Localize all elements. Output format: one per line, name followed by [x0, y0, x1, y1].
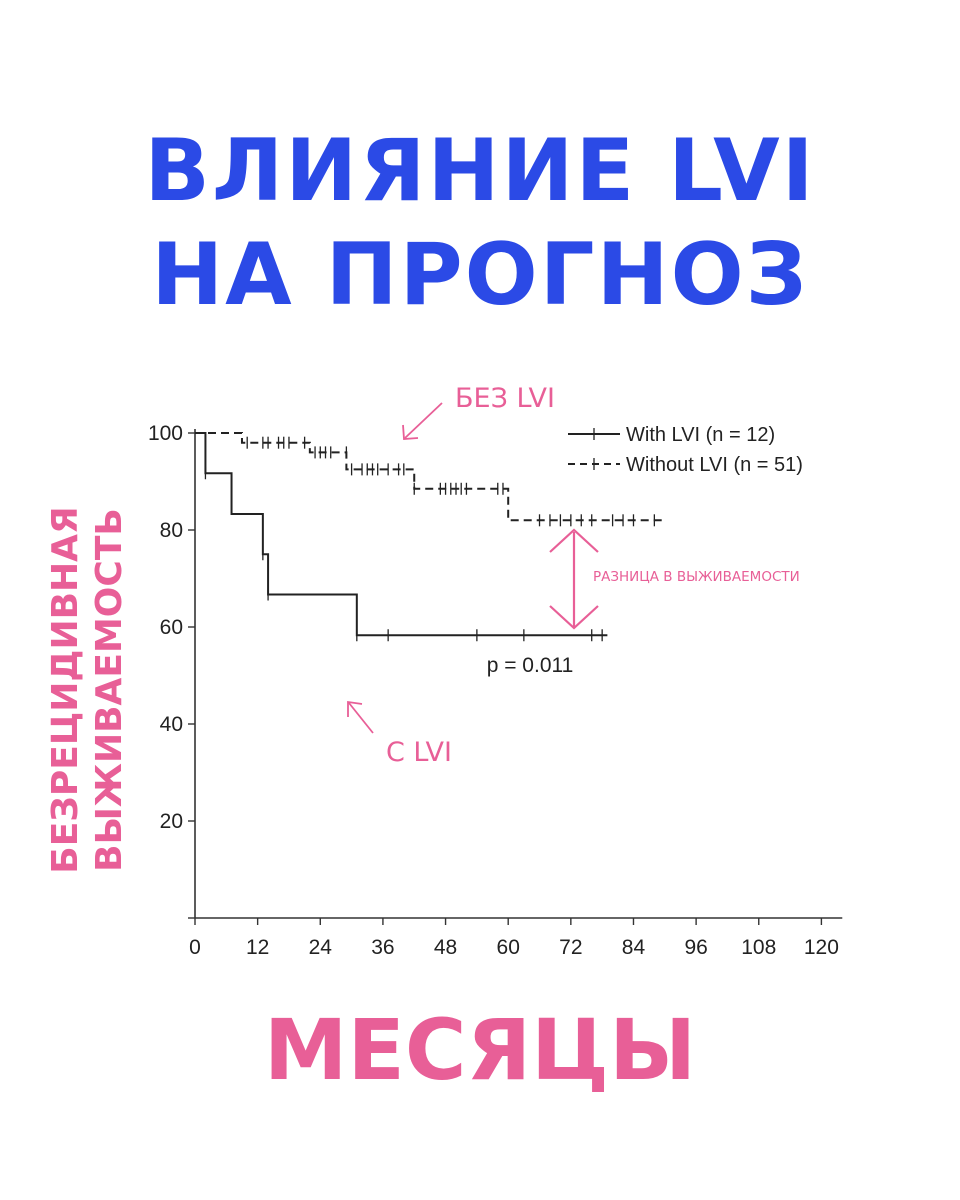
with-lvi-curve	[195, 432, 608, 637]
without-lvi-arrow	[404, 402, 443, 439]
x-tick-label: 96	[684, 936, 707, 959]
x-tick-label: 36	[371, 936, 394, 959]
y-tick-label: 100	[148, 422, 183, 445]
with-lvi-arrow	[348, 702, 374, 734]
y-tick-label: 20	[160, 810, 183, 833]
page-title-line-1: ВЛИЯНИЕ LVI	[144, 121, 816, 221]
page-title-line-2: НА ПРОГНОЗ	[151, 225, 809, 325]
difference-arrow-top-head	[549, 528, 599, 553]
x-tick-label: 60	[497, 936, 520, 959]
y-tick-label: 40	[160, 713, 183, 736]
annotation-layer: БЕЗ LVI С LVI РАЗНИЦА В ВЫЖИВАЕМОСТИ	[347, 383, 800, 768]
x-tick-label: 12	[246, 936, 269, 959]
x-tick-label: 120	[804, 936, 839, 959]
y-tick-label: 60	[160, 616, 183, 639]
with-lvi-arrow-head	[347, 700, 363, 717]
x-tick-label: 0	[189, 936, 201, 959]
without-lvi-arrow-head	[402, 424, 419, 440]
legend-entry-label: Without LVI (n = 51)	[626, 454, 803, 476]
x-axis-annotation: МЕСЯЦЫ	[263, 1001, 697, 1099]
x-tick-label: 24	[309, 936, 333, 959]
x-tick-label: 108	[741, 936, 776, 959]
with-lvi-annotation: С LVI	[386, 737, 452, 768]
y-tick-label: 80	[160, 519, 183, 542]
difference-arrow-bottom-head	[549, 605, 599, 630]
p-value-label: p = 0.011	[487, 654, 574, 677]
x-tick-label: 84	[622, 936, 646, 959]
without-lvi-curve	[195, 432, 665, 522]
survival-difference-annotation: РАЗНИЦА В ВЫЖИВАЕМОСТИ	[593, 569, 800, 585]
survival-curves	[195, 432, 665, 642]
x-tick-label: 48	[434, 936, 457, 959]
x-tick-label: 72	[559, 936, 582, 959]
chart-legend: With LVI (n = 12) Without LVI (n = 51)	[568, 424, 803, 476]
legend-entry-label: With LVI (n = 12)	[626, 424, 775, 446]
without-lvi-annotation: БЕЗ LVI	[455, 383, 555, 414]
chart-axes: 0 12 24 36 48 60 72 84 96 108 120 20 40 60 80 100	[148, 422, 843, 959]
